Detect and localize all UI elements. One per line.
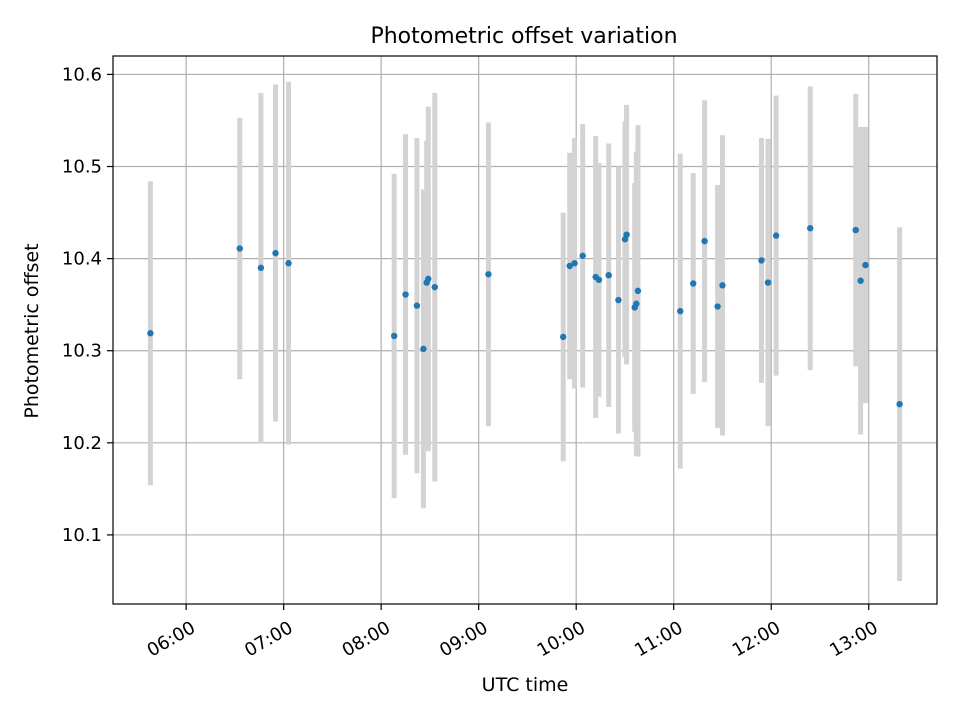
data-point [413, 302, 421, 309]
y-tick-label: 10.3 [62, 341, 102, 362]
data-point [690, 280, 697, 287]
grid [113, 56, 937, 604]
x-tick-label: 06:00 [144, 617, 199, 661]
data-point [852, 226, 859, 234]
data-point [147, 330, 154, 337]
data-point [236, 245, 243, 252]
data-point [896, 400, 903, 408]
y-axis-ticks: 10.1 10.2 10.3 10.4 10.5 10.6 [62, 64, 113, 546]
y-tick-label: 10.5 [62, 157, 102, 178]
y-tick-label: 10.6 [62, 64, 102, 85]
y-tick-label: 10.2 [62, 433, 102, 454]
y-axis-label: Photometric offset [21, 243, 43, 418]
data-point [764, 279, 772, 286]
data-point [701, 237, 708, 245]
x-axis-label: UTC time [482, 674, 569, 696]
data-point [633, 300, 640, 307]
data-point [605, 272, 612, 279]
data-point [862, 261, 869, 269]
data-point [571, 260, 578, 267]
x-tick-label: 08:00 [339, 617, 394, 661]
data-point [615, 296, 622, 304]
data-point [807, 225, 814, 232]
data-point [579, 252, 586, 260]
plot-frame [112, 55, 938, 605]
data-point [420, 345, 427, 353]
data-point [595, 276, 603, 284]
y-tick-label: 10.1 [62, 525, 102, 546]
error-bars [147, 81, 903, 581]
data-point [559, 333, 567, 341]
data-point [285, 260, 292, 267]
data-point [857, 277, 864, 284]
data-point [677, 307, 684, 315]
x-tick-label: 13:00 [826, 617, 881, 661]
x-tick-label: 11:00 [631, 617, 686, 661]
data-point [623, 231, 630, 238]
y-tick-label: 10.4 [62, 249, 102, 270]
data-point [714, 303, 721, 310]
data-point [257, 264, 265, 272]
data-point [390, 332, 398, 340]
x-tick-label: 09:00 [436, 617, 491, 661]
data-point [772, 232, 780, 239]
data-point [431, 283, 438, 291]
data-point [758, 257, 765, 264]
data-point [634, 287, 642, 295]
data-point [402, 291, 409, 298]
x-tick-label: 10:00 [534, 617, 589, 661]
data-point [272, 249, 279, 257]
x-tick-label: 12:00 [729, 617, 784, 661]
data-point [425, 275, 432, 283]
x-tick-label: 07:00 [241, 617, 296, 661]
data-point [719, 282, 726, 289]
chart-title: Photometric offset variation [370, 24, 677, 49]
data-point [485, 271, 492, 278]
data-point [566, 262, 573, 270]
data-points [147, 225, 903, 408]
x-axis-ticks: 06:00 07:00 08:00 09:00 10:00 11:00 12:00 13:00 [144, 604, 882, 661]
